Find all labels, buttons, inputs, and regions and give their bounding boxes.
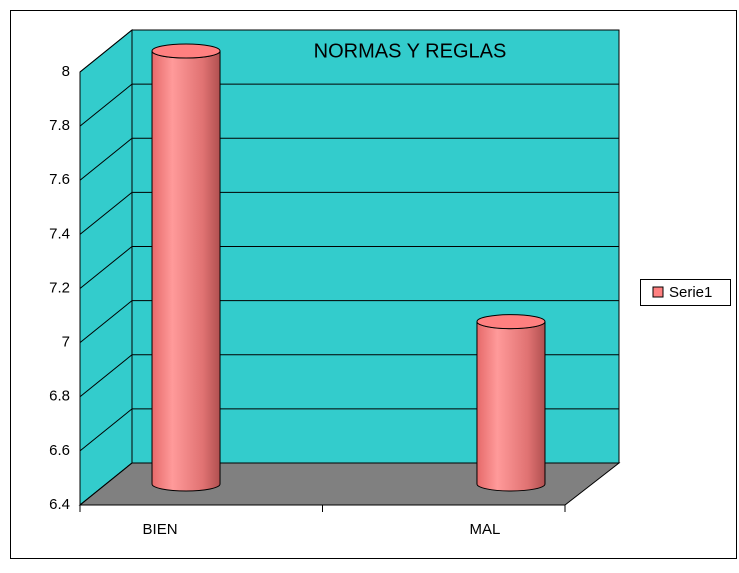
y-tick-label: 8 xyxy=(62,63,70,80)
x-tick-label: BIEN xyxy=(143,521,178,538)
legend-label: Serie1 xyxy=(669,284,712,301)
legend-swatch xyxy=(652,286,664,298)
grid-line xyxy=(79,191,133,235)
y-tick-label: 6.8 xyxy=(49,388,70,405)
grid-line xyxy=(79,137,133,181)
y-tick-label: 7.2 xyxy=(49,279,70,296)
y-tick-label: 7.8 xyxy=(49,117,70,134)
y-tick-label: 7.6 xyxy=(49,171,70,188)
grid-line xyxy=(79,408,133,452)
bar-top xyxy=(476,314,546,330)
bar xyxy=(476,321,546,492)
y-tick-label: 6.4 xyxy=(49,496,70,513)
y-tick-label: 6.6 xyxy=(49,442,70,459)
grid-line xyxy=(79,300,133,344)
y-tick-label: 7 xyxy=(62,334,70,351)
grid-line xyxy=(79,83,133,127)
grid-line xyxy=(79,354,133,398)
grid-line xyxy=(79,246,133,289)
y-tick-label: 7.4 xyxy=(49,225,70,242)
x-tick-label: MAL xyxy=(470,521,501,538)
grid-line xyxy=(79,29,133,73)
grid-line xyxy=(79,462,133,506)
chart-title: NORMAS Y REGLAS xyxy=(314,40,507,62)
bar-top xyxy=(151,43,221,59)
bar xyxy=(151,50,221,492)
